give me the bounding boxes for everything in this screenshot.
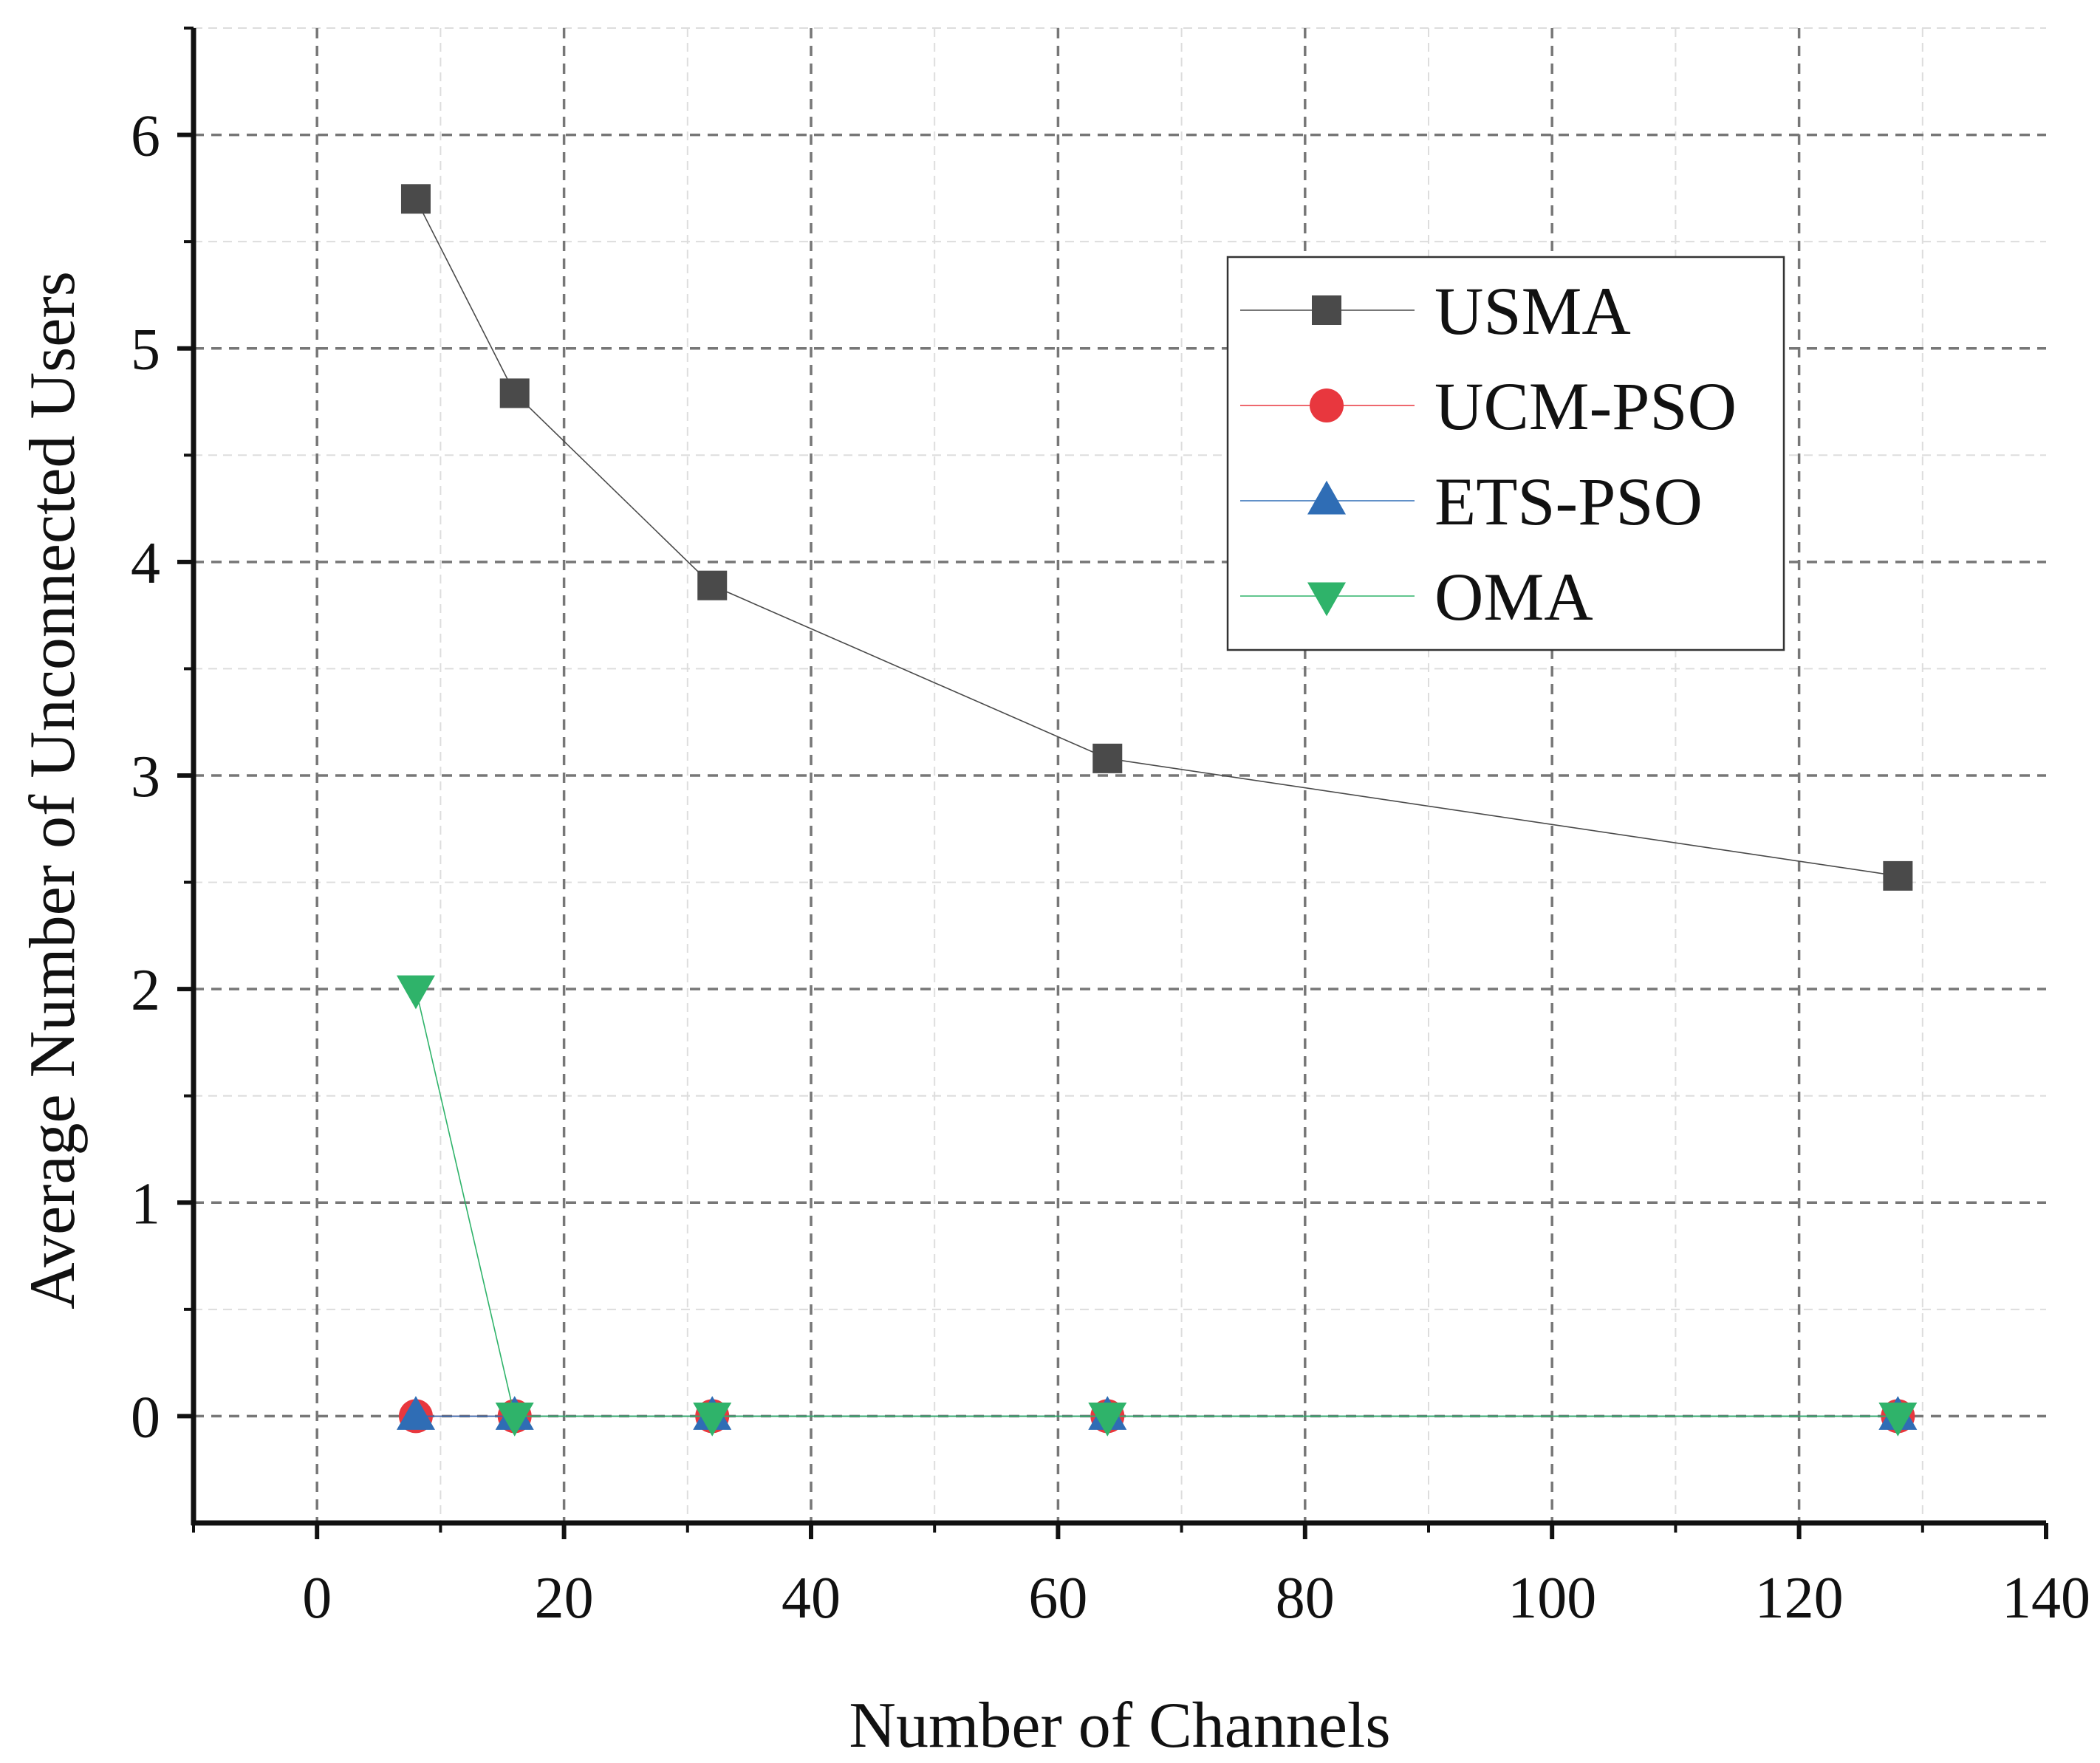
x-axis-title: Number of Channels — [849, 1690, 1390, 1762]
data-point-usma — [1092, 743, 1123, 773]
major-grid — [194, 28, 2046, 1523]
legend-label-ets-pso: ETS-PSO — [1434, 464, 1703, 539]
legend-marker-ets-pso — [1307, 480, 1346, 515]
data-point-usma — [697, 570, 728, 600]
tick-labels: 0 20 40 60 80 100 120 140 0 1 2 3 4 5 6 — [131, 104, 2090, 1631]
series-ets-pso — [396, 1396, 1918, 1430]
legend-item-ucm-pso: UCM-PSO — [1240, 369, 1737, 444]
series-oma — [396, 975, 1918, 1437]
y-tick-label: 4 — [131, 531, 160, 596]
x-tick-label: 0 — [302, 1566, 332, 1631]
legend-marker-ucm-pso — [1310, 388, 1344, 422]
legend-item-ets-pso: ETS-PSO — [1240, 464, 1703, 539]
data-point-usma — [400, 184, 431, 214]
data-point-usma — [1883, 860, 1913, 891]
x-tick-label: 100 — [1508, 1566, 1596, 1631]
x-tick-label: 140 — [2002, 1566, 2090, 1631]
x-tick-label: 80 — [1276, 1566, 1335, 1631]
y-tick-label: 6 — [131, 104, 160, 169]
legend-item-usma: USMA — [1240, 273, 1631, 349]
data-point-usma — [499, 378, 530, 408]
legend-marker-oma — [1307, 582, 1346, 617]
series-usma — [400, 184, 1913, 891]
series-layer — [396, 184, 1918, 1437]
legend-marker-usma — [1312, 295, 1341, 325]
data-point-oma — [495, 1402, 534, 1437]
legend: USMA UCM-PSO ETS-PSO OMA — [1226, 256, 1785, 651]
y-tick-label: 2 — [131, 958, 160, 1023]
data-point-oma — [396, 975, 435, 1010]
y-tick-label: 0 — [131, 1385, 160, 1450]
ticks — [177, 27, 2048, 1539]
y-tick-label: 3 — [131, 744, 160, 809]
x-tick-label: 40 — [781, 1566, 841, 1631]
y-tick-label: 1 — [131, 1171, 160, 1236]
x-tick-label: 20 — [535, 1566, 594, 1631]
data-point-oma — [1878, 1402, 1918, 1437]
legend-label-oma: OMA — [1434, 559, 1593, 634]
legend-label-usma: USMA — [1434, 273, 1631, 349]
y-axis-title: Average Number of Unconnected Users — [17, 271, 89, 1310]
data-point-ets-pso — [396, 1396, 435, 1430]
x-tick-label: 120 — [1755, 1566, 1844, 1631]
y-tick-label: 5 — [131, 318, 160, 383]
data-point-oma — [1088, 1402, 1127, 1437]
x-tick-label: 60 — [1028, 1566, 1087, 1631]
legend-item-oma: OMA — [1240, 559, 1593, 634]
data-point-oma — [693, 1402, 732, 1437]
legend-label-ucm-pso: UCM-PSO — [1434, 369, 1737, 444]
